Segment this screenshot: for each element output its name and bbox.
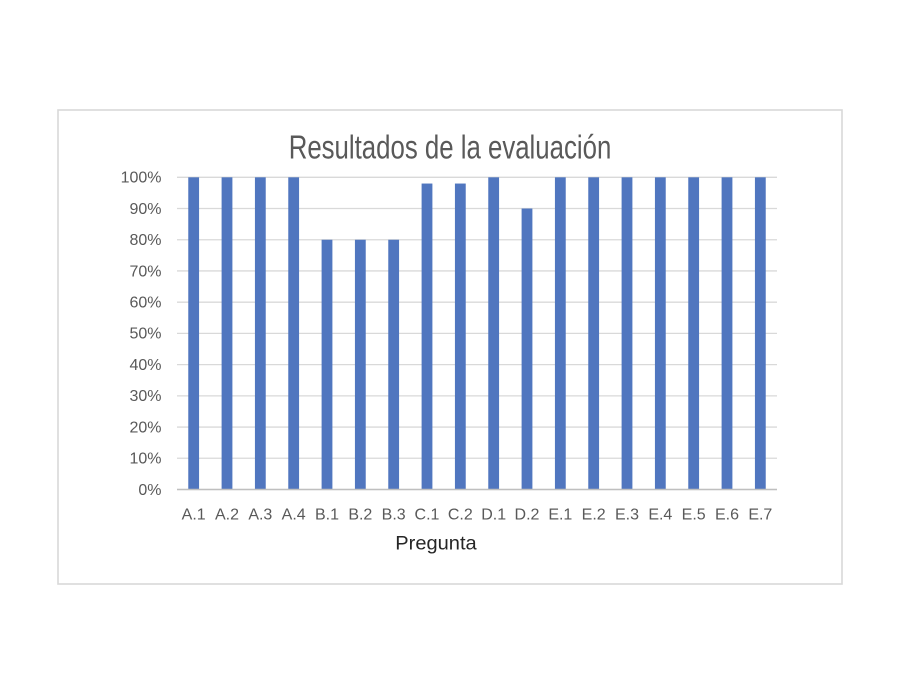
svg-text:30%: 30% [129, 388, 161, 405]
svg-text:C.1: C.1 [415, 507, 440, 524]
svg-text:E.6: E.6 [715, 507, 739, 524]
svg-text:E.2: E.2 [582, 507, 606, 524]
svg-text:B.2: B.2 [348, 507, 372, 524]
svg-text:D.1: D.1 [481, 507, 506, 524]
svg-text:0%: 0% [138, 482, 161, 499]
svg-text:20%: 20% [129, 419, 161, 436]
svg-text:50%: 50% [129, 326, 161, 343]
svg-text:100%: 100% [121, 170, 162, 187]
svg-text:E.5: E.5 [682, 507, 706, 524]
svg-text:80%: 80% [129, 232, 161, 249]
svg-text:40%: 40% [129, 357, 161, 374]
svg-text:60%: 60% [129, 294, 161, 311]
svg-text:A.1: A.1 [182, 507, 206, 524]
svg-text:D.2: D.2 [515, 507, 540, 524]
svg-text:Resultados de la evaluación: Resultados de la evaluación [289, 128, 612, 165]
svg-text:C.2: C.2 [448, 507, 473, 524]
svg-text:B.1: B.1 [315, 507, 339, 524]
svg-text:E.1: E.1 [548, 507, 572, 524]
svg-text:E.3: E.3 [615, 507, 639, 524]
svg-text:B.3: B.3 [382, 507, 406, 524]
svg-text:A.2: A.2 [215, 507, 239, 524]
svg-text:E.7: E.7 [748, 507, 772, 524]
svg-text:10%: 10% [129, 451, 161, 468]
svg-text:E.4: E.4 [648, 507, 672, 524]
svg-text:A.3: A.3 [248, 507, 272, 524]
svg-text:70%: 70% [129, 263, 161, 280]
svg-text:A.4: A.4 [282, 507, 306, 524]
svg-text:90%: 90% [129, 201, 161, 218]
svg-text:Pregunta: Pregunta [395, 532, 477, 554]
